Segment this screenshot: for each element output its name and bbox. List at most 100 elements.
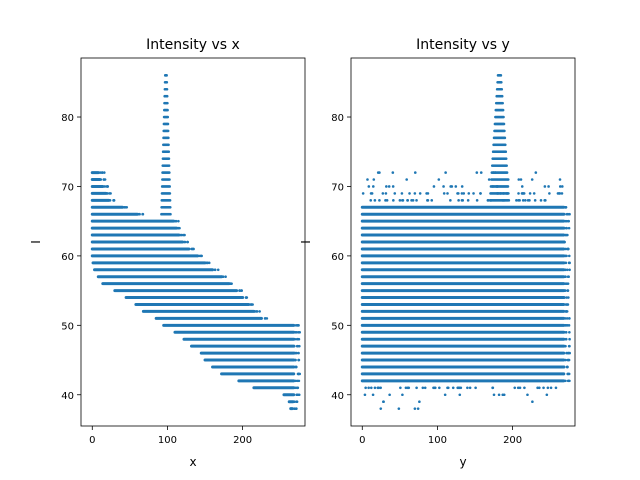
data-point — [220, 275, 223, 279]
x-ticks: 0 100 200 — [359, 426, 522, 446]
data-point — [564, 275, 567, 279]
data-point — [568, 268, 571, 272]
data-point — [568, 344, 571, 348]
data-point-peak — [506, 178, 509, 181]
data-point — [457, 199, 460, 202]
data-point — [534, 171, 538, 174]
data-point — [563, 240, 566, 244]
data-point — [519, 178, 523, 181]
data-point — [105, 185, 109, 188]
data-point — [216, 268, 220, 272]
y-ticks: 40 50 60 70 80 — [331, 113, 351, 402]
data-point — [292, 365, 296, 369]
data-point — [562, 233, 566, 237]
data-point — [426, 199, 430, 202]
data-point — [369, 199, 373, 202]
data-point — [413, 171, 417, 174]
data-point — [533, 199, 537, 202]
data-point — [558, 185, 562, 188]
data-point — [191, 247, 195, 251]
chart-title: Intensity vs y — [416, 37, 510, 53]
data-point — [460, 192, 464, 195]
data-point-peak — [167, 171, 171, 174]
data-point — [564, 261, 568, 265]
data-point — [564, 233, 568, 237]
data-point — [178, 226, 181, 230]
data-point — [364, 386, 367, 390]
data-point — [295, 400, 298, 403]
data-point — [413, 192, 417, 195]
data-point-peak — [500, 81, 503, 84]
data-point — [373, 386, 377, 390]
data-point — [366, 178, 369, 181]
data-point — [546, 386, 550, 390]
data-point — [474, 386, 477, 390]
data-point-peak — [500, 94, 504, 98]
data-point — [518, 386, 522, 390]
data-point-peak — [499, 74, 503, 77]
data-point — [523, 386, 526, 390]
data-point-peak — [168, 178, 171, 181]
y-tick-label: 80 — [331, 113, 344, 124]
data-point — [548, 192, 551, 195]
data-point — [568, 330, 571, 334]
data-point — [462, 192, 466, 195]
data-point — [173, 219, 176, 223]
data-point — [371, 393, 375, 397]
data-point — [178, 233, 182, 237]
data-point — [141, 212, 144, 216]
data-point — [563, 289, 566, 292]
data-point-peak — [504, 143, 507, 147]
data-point — [562, 372, 566, 376]
data-point — [411, 199, 415, 202]
data-point — [526, 199, 530, 202]
data-point — [379, 386, 382, 390]
data-point — [567, 275, 570, 279]
data-point — [565, 226, 568, 230]
x-axis-label: y — [459, 455, 466, 469]
data-point — [433, 386, 437, 390]
data-point — [297, 393, 301, 397]
data-point-peak — [168, 192, 172, 195]
data-point — [295, 330, 298, 334]
data-point — [562, 337, 566, 341]
data-point — [567, 219, 570, 223]
data-point — [536, 386, 539, 390]
data-point — [517, 178, 521, 181]
data-point — [293, 358, 297, 362]
data-point — [557, 192, 561, 195]
data-point — [564, 324, 567, 327]
data-point — [564, 205, 568, 209]
data-point — [249, 303, 252, 306]
data-point-peak — [167, 150, 171, 154]
data-point — [562, 365, 566, 369]
data-point — [297, 358, 300, 362]
data-point — [211, 268, 214, 272]
data-point — [487, 178, 491, 181]
data-point — [295, 407, 298, 410]
data-point — [103, 185, 107, 188]
data-point — [565, 365, 569, 369]
data-point — [405, 178, 408, 181]
data-point — [457, 386, 461, 390]
data-point — [438, 386, 441, 390]
data-point-peak — [167, 164, 171, 167]
data-point — [297, 379, 301, 383]
data-point — [543, 185, 547, 188]
data-point — [367, 185, 371, 188]
data-point — [404, 386, 408, 390]
data-point — [385, 185, 388, 188]
data-point — [564, 379, 567, 383]
y-tick-label: 50 — [61, 321, 74, 332]
data-point-peak — [503, 136, 507, 140]
y-tick-label: 40 — [61, 391, 74, 402]
data-point-peak — [169, 212, 172, 216]
data-point — [384, 199, 387, 202]
data-point — [513, 386, 517, 390]
data-point — [446, 192, 449, 195]
data-point — [125, 205, 129, 209]
data-point — [454, 185, 458, 188]
data-point — [442, 192, 446, 195]
data-point-peak — [506, 185, 510, 188]
data-point — [418, 400, 421, 403]
